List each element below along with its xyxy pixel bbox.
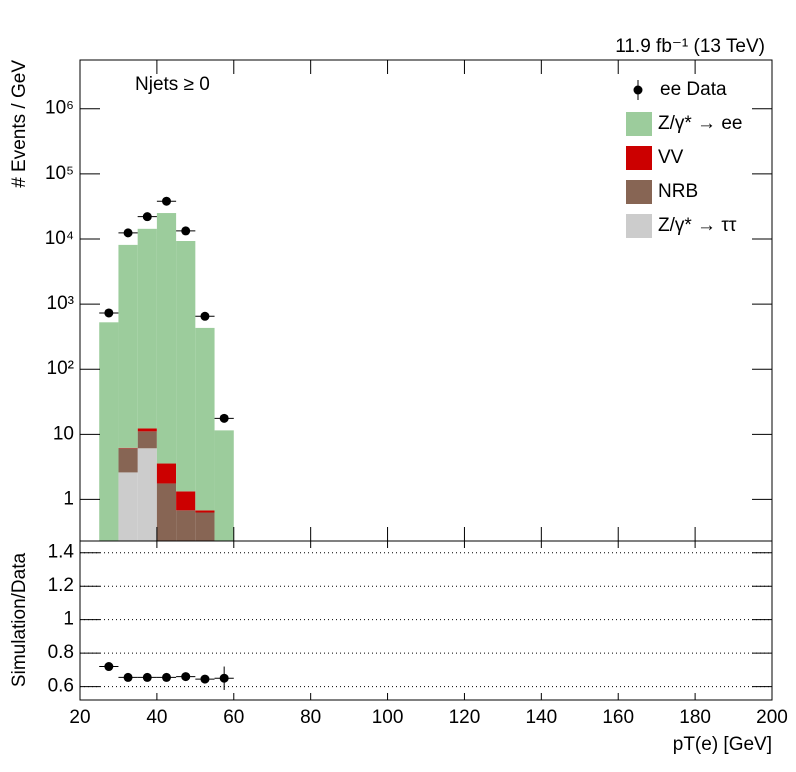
ratio-point: [200, 674, 210, 684]
ratio-point: [219, 673, 229, 683]
y-tick-label: 1.2: [48, 575, 74, 596]
bar-segment: [156, 463, 177, 484]
legend-label: Z/γ* → ττ: [658, 215, 737, 236]
x-tick-label: 100: [372, 707, 404, 728]
y-tick-label: 10²: [47, 358, 74, 379]
ratio-point: [104, 662, 114, 672]
x-axis-label: pT(e) [GeV]: [673, 734, 772, 755]
ratio-y-axis-label: Simulation/Data: [9, 553, 30, 688]
bar-segment: [118, 244, 138, 448]
ratio-point: [142, 672, 152, 682]
bar-segment: [156, 483, 177, 541]
bar-segment: [137, 448, 157, 541]
y-tick-label: 10⁴: [45, 228, 74, 249]
y-tick-label: 10: [53, 423, 74, 444]
legend-swatch: [626, 214, 652, 238]
ratio-point: [123, 672, 133, 682]
legend-marker: [633, 85, 643, 95]
y-tick-label: 1: [63, 488, 74, 509]
x-tick-label: 140: [525, 707, 557, 728]
x-tick-label: 20: [69, 707, 90, 728]
bar-segment: [137, 431, 157, 449]
legend-swatch: [626, 146, 652, 170]
legend-label: VV: [658, 147, 684, 168]
data-point: [200, 311, 210, 321]
bar-segment: [137, 228, 157, 429]
x-tick-label: 40: [146, 707, 167, 728]
y-tick-label: 10³: [47, 293, 74, 314]
x-tick-label: 60: [223, 707, 244, 728]
plot-frame: [79, 540, 773, 701]
data-point: [162, 196, 171, 206]
y-tick-label: 10⁶: [45, 98, 74, 119]
bar-segment: [176, 510, 196, 541]
bar-segment: [176, 241, 196, 492]
data-point: [219, 413, 229, 423]
y-tick-label: 0.6: [48, 676, 74, 697]
legend-swatch: [626, 180, 652, 204]
y-tick-label: 10⁵: [45, 163, 74, 184]
annotation: Njets ≥ 0: [135, 74, 210, 95]
bar-segment: [156, 213, 177, 464]
bar-segment: [195, 327, 215, 511]
bar-segment: [176, 491, 196, 511]
bar-segment: [118, 448, 138, 473]
bar-segment: [137, 428, 157, 432]
bar-segment: [195, 510, 215, 513]
x-tick-label: 120: [449, 707, 481, 728]
data-point: [123, 228, 133, 238]
y-axis-label: # Events / GeV: [9, 60, 30, 188]
data-point: [181, 226, 191, 236]
x-tick-label: 180: [679, 707, 711, 728]
bar-segment: [214, 430, 234, 541]
x-tick-label: 160: [602, 707, 634, 728]
data-point: [104, 308, 114, 318]
y-tick-label: 1.4: [48, 542, 75, 563]
legend-label: ee Data: [660, 79, 727, 100]
x-tick-label: 80: [300, 707, 321, 728]
legend-label: NRB: [658, 181, 698, 202]
ratio-point: [181, 672, 191, 682]
legend-swatch: [626, 112, 652, 136]
ratio-point: [162, 672, 171, 682]
chart-title: 11.9 fb⁻¹ (13 TeV): [615, 36, 765, 57]
legend-label: Z/γ* → ee: [658, 113, 742, 134]
bar-segment: [99, 322, 119, 541]
y-tick-label: 1: [63, 609, 74, 630]
x-tick-label: 200: [756, 707, 788, 728]
bar-segment: [118, 472, 138, 541]
y-tick-label: 0.8: [48, 642, 74, 663]
bar-segment: [195, 512, 215, 541]
data-point: [142, 212, 152, 222]
